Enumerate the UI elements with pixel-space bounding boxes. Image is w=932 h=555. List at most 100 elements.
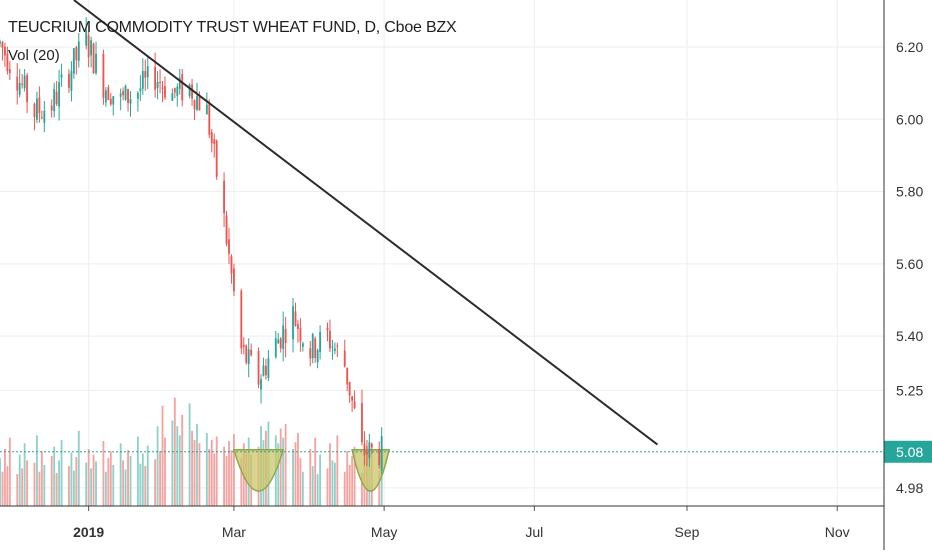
volume-bar bbox=[1, 471, 4, 506]
volume-bar bbox=[351, 455, 354, 506]
candle-body bbox=[213, 139, 216, 144]
volume-bar bbox=[299, 458, 302, 506]
x-tick-label: Jul bbox=[525, 524, 543, 540]
candle-body bbox=[21, 83, 24, 85]
volume-bar bbox=[378, 470, 381, 506]
candle-body bbox=[38, 97, 41, 114]
volume-bar bbox=[43, 464, 46, 506]
volume-bar bbox=[68, 466, 70, 506]
volume-bar bbox=[279, 428, 282, 506]
candle-body bbox=[85, 30, 88, 46]
candle-body bbox=[26, 75, 29, 103]
candle-body bbox=[8, 69, 11, 74]
candle-body bbox=[23, 75, 26, 89]
volume-bar bbox=[26, 460, 29, 506]
volume-bar bbox=[18, 454, 21, 506]
volume-bar bbox=[343, 471, 346, 506]
volume-bar bbox=[77, 430, 80, 506]
candle-body bbox=[368, 442, 371, 459]
x-tick-label: Mar bbox=[222, 524, 246, 540]
candle-body bbox=[365, 451, 368, 455]
candle-body bbox=[262, 365, 265, 376]
candle-body bbox=[33, 103, 36, 117]
candle-body bbox=[139, 88, 142, 92]
candle-body bbox=[6, 53, 9, 72]
candle-body bbox=[370, 443, 373, 448]
candle-body bbox=[353, 401, 356, 409]
volume-bar bbox=[230, 450, 233, 506]
candle-body bbox=[225, 215, 228, 244]
candle-body bbox=[361, 403, 363, 443]
volume-bar bbox=[223, 446, 226, 506]
volume-bar bbox=[188, 403, 191, 506]
volume-bar bbox=[309, 449, 312, 506]
volume-bar bbox=[95, 461, 97, 506]
x-tick-label: 2019 bbox=[73, 524, 104, 540]
volume-bar bbox=[109, 451, 112, 506]
volume-bar bbox=[336, 435, 339, 506]
volume-bar bbox=[198, 443, 201, 506]
candle-body bbox=[331, 346, 334, 348]
candle-body bbox=[171, 93, 174, 101]
volume-bar bbox=[156, 426, 159, 506]
candle-body bbox=[294, 311, 297, 326]
candle-body bbox=[363, 444, 366, 456]
volume-bar bbox=[161, 405, 164, 506]
volume-bar bbox=[240, 458, 243, 506]
last-price-line-group: 5.08 bbox=[0, 440, 932, 463]
volume-bar bbox=[53, 446, 56, 506]
candle-body bbox=[18, 82, 21, 95]
volume-bar bbox=[159, 451, 161, 506]
volume-bar bbox=[75, 456, 78, 506]
candle-body bbox=[257, 351, 260, 385]
volume-bar bbox=[346, 451, 349, 506]
candle-body bbox=[333, 348, 336, 351]
volume-bar bbox=[311, 466, 314, 506]
chart-title: TEUCRIUM COMMODITY TRUST WHEAT FUND, D, … bbox=[8, 19, 457, 36]
candle-body bbox=[55, 91, 58, 105]
candle-body bbox=[196, 95, 198, 110]
candle-body bbox=[141, 71, 144, 89]
candle-body bbox=[297, 324, 299, 329]
volume-bar bbox=[191, 430, 193, 506]
time-axis[interactable]: 2019 Mar May Jul Sep Nov bbox=[0, 505, 884, 540]
candle-body bbox=[233, 268, 235, 292]
volume-bar bbox=[38, 471, 41, 506]
volume-bar bbox=[85, 462, 88, 506]
candle-body bbox=[4, 46, 6, 56]
candle-body bbox=[87, 35, 90, 58]
volume-bar bbox=[353, 446, 356, 506]
volume-bar bbox=[171, 420, 174, 506]
candle-body bbox=[314, 338, 317, 359]
volume-bar bbox=[164, 437, 166, 506]
candle-body bbox=[92, 43, 95, 74]
candle-body bbox=[0, 41, 1, 44]
candle-body bbox=[279, 338, 282, 349]
volume-bar bbox=[16, 474, 19, 506]
candle-body bbox=[181, 74, 184, 101]
volume-bar bbox=[173, 397, 176, 506]
candle-body bbox=[144, 71, 147, 78]
candle-body bbox=[326, 327, 329, 331]
candle-body bbox=[53, 89, 56, 112]
volume-bar bbox=[316, 474, 319, 506]
candle-body bbox=[1, 42, 4, 48]
volume-bar bbox=[0, 458, 1, 506]
price-axis[interactable]: 6.20 6.00 5.80 5.60 5.40 5.25 4.98 bbox=[883, 0, 923, 550]
volume-bar bbox=[301, 471, 304, 506]
volume-bar bbox=[104, 471, 107, 506]
volume-bar bbox=[60, 439, 63, 506]
candle-body bbox=[346, 367, 349, 385]
candle-body bbox=[178, 77, 181, 89]
volume-bar bbox=[178, 435, 181, 506]
candle-body bbox=[282, 325, 285, 349]
cup-pattern bbox=[232, 449, 285, 492]
candle-body bbox=[250, 349, 253, 356]
trendline-group bbox=[73, 0, 659, 446]
candle-body bbox=[311, 334, 314, 359]
volume-bar bbox=[23, 443, 26, 506]
candle-body bbox=[188, 84, 191, 97]
candle-body bbox=[77, 41, 80, 61]
